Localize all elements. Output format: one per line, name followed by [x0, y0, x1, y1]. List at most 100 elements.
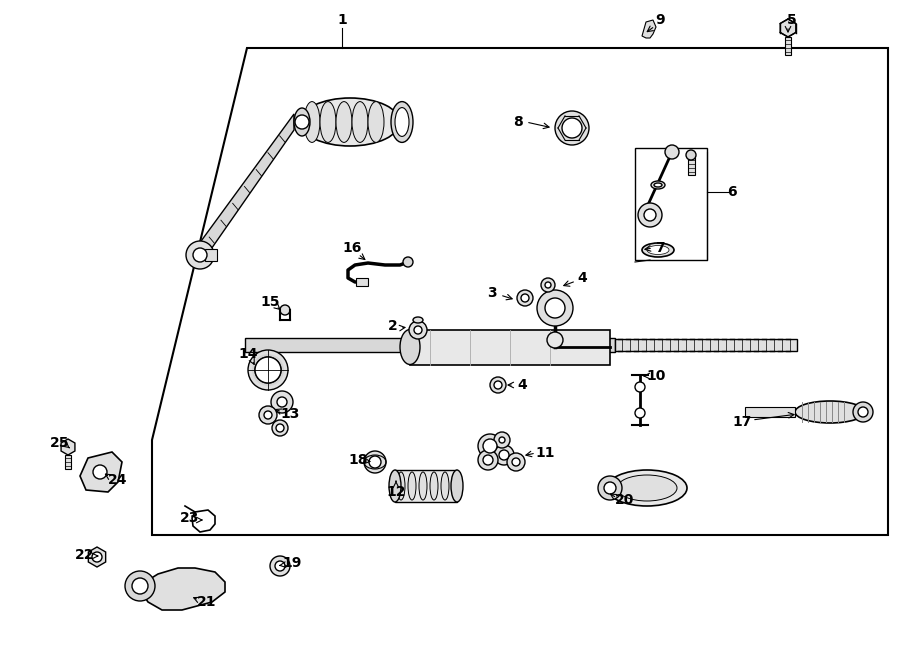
Circle shape — [255, 357, 281, 383]
Ellipse shape — [795, 401, 865, 423]
Ellipse shape — [441, 472, 449, 500]
Circle shape — [125, 571, 155, 601]
Bar — [245, 338, 615, 352]
Polygon shape — [140, 568, 225, 610]
Circle shape — [490, 377, 506, 393]
Circle shape — [369, 456, 381, 468]
Circle shape — [277, 397, 287, 407]
Text: 20: 20 — [616, 493, 634, 507]
Ellipse shape — [451, 470, 463, 502]
Bar — [410, 330, 610, 365]
Circle shape — [541, 278, 555, 292]
Text: 7: 7 — [655, 241, 665, 255]
Circle shape — [272, 420, 288, 436]
Ellipse shape — [352, 102, 368, 142]
Text: 2: 2 — [388, 319, 398, 333]
Circle shape — [494, 381, 502, 389]
Circle shape — [507, 453, 525, 471]
Circle shape — [517, 290, 533, 306]
Circle shape — [259, 406, 277, 424]
Circle shape — [483, 455, 493, 465]
Text: 12: 12 — [386, 485, 406, 499]
Circle shape — [686, 150, 696, 160]
Text: 15: 15 — [260, 295, 280, 309]
Polygon shape — [196, 114, 294, 265]
Ellipse shape — [400, 329, 420, 364]
Text: 4: 4 — [577, 271, 587, 285]
Text: 18: 18 — [348, 453, 368, 467]
Circle shape — [403, 257, 413, 267]
Circle shape — [858, 407, 868, 417]
Ellipse shape — [617, 475, 677, 501]
Polygon shape — [780, 19, 796, 37]
Circle shape — [635, 408, 645, 418]
Circle shape — [545, 298, 565, 318]
Text: 14: 14 — [238, 347, 257, 361]
Circle shape — [598, 476, 622, 500]
Circle shape — [276, 424, 284, 432]
Circle shape — [248, 350, 288, 390]
Text: 11: 11 — [536, 446, 554, 460]
Polygon shape — [152, 48, 888, 535]
Circle shape — [252, 354, 284, 386]
Circle shape — [494, 432, 510, 448]
Ellipse shape — [654, 183, 662, 187]
Circle shape — [604, 482, 616, 494]
Circle shape — [562, 118, 582, 138]
Circle shape — [275, 561, 285, 571]
Text: 13: 13 — [280, 407, 300, 421]
Bar — [745, 407, 795, 417]
Text: 4: 4 — [518, 378, 526, 392]
Circle shape — [92, 552, 102, 562]
Circle shape — [414, 326, 422, 334]
Ellipse shape — [294, 108, 310, 136]
Text: 22: 22 — [76, 548, 94, 562]
Text: 25: 25 — [50, 436, 70, 450]
Text: 9: 9 — [655, 13, 665, 27]
Circle shape — [295, 115, 309, 129]
Circle shape — [494, 445, 514, 465]
Ellipse shape — [391, 102, 413, 142]
Bar — [356, 278, 368, 286]
Text: 19: 19 — [283, 556, 302, 570]
Circle shape — [270, 556, 290, 576]
Ellipse shape — [320, 102, 336, 142]
Text: 3: 3 — [487, 286, 497, 300]
Circle shape — [638, 203, 662, 227]
Circle shape — [547, 332, 563, 348]
Bar — [395, 470, 457, 502]
Bar — [205, 249, 217, 261]
Bar — [65, 455, 71, 469]
Polygon shape — [642, 20, 656, 38]
Bar — [785, 37, 791, 55]
Text: 1: 1 — [338, 13, 346, 27]
Ellipse shape — [397, 472, 405, 500]
Circle shape — [264, 411, 272, 419]
Bar — [688, 155, 695, 175]
Ellipse shape — [642, 243, 674, 257]
Ellipse shape — [395, 108, 409, 136]
Circle shape — [193, 248, 207, 262]
Circle shape — [499, 437, 505, 443]
Circle shape — [93, 465, 107, 479]
Text: 17: 17 — [733, 415, 751, 429]
Circle shape — [478, 450, 498, 470]
Ellipse shape — [408, 472, 416, 500]
Ellipse shape — [413, 317, 423, 323]
Polygon shape — [80, 452, 122, 492]
Text: 24: 24 — [108, 473, 128, 487]
Text: 21: 21 — [197, 595, 217, 609]
Circle shape — [364, 451, 386, 473]
Circle shape — [499, 450, 509, 460]
Ellipse shape — [651, 181, 665, 189]
Circle shape — [545, 282, 551, 288]
Circle shape — [409, 321, 427, 339]
Ellipse shape — [430, 472, 438, 500]
Circle shape — [512, 458, 520, 466]
Polygon shape — [61, 439, 75, 455]
Circle shape — [255, 357, 281, 383]
Circle shape — [132, 578, 148, 594]
Circle shape — [853, 402, 873, 422]
Text: 8: 8 — [513, 115, 523, 129]
Text: 6: 6 — [727, 185, 737, 199]
